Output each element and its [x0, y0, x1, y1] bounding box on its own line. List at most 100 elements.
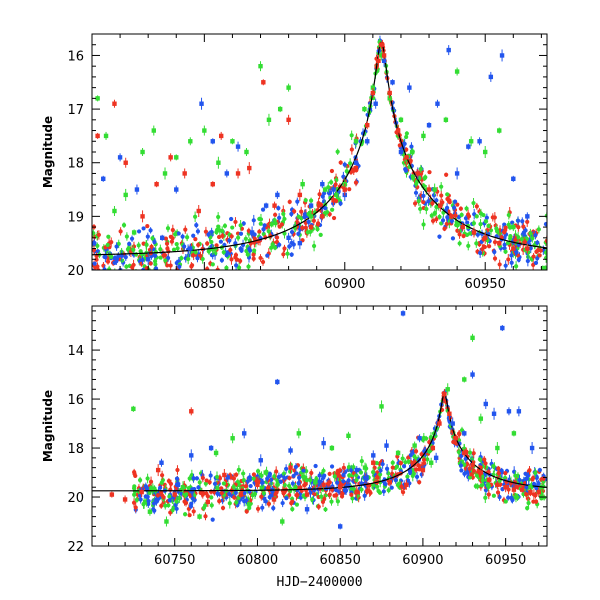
cloud-point [340, 491, 345, 496]
cloud-point [377, 472, 383, 477]
green-point [123, 192, 128, 198]
cloud-point [132, 484, 137, 489]
cloud-point [227, 501, 232, 506]
cloud-point [191, 233, 196, 238]
cloud-point [177, 495, 182, 501]
cloud-point [280, 500, 285, 506]
cloud-point [200, 256, 205, 262]
green-point [131, 406, 136, 412]
blue-point [450, 421, 455, 426]
cloud-point [430, 218, 436, 223]
cloud-point [455, 223, 460, 228]
red-point [218, 133, 224, 139]
cloud-point [158, 255, 163, 260]
cloud-point [444, 205, 450, 210]
cloud-point [244, 509, 249, 514]
red-point [519, 487, 525, 492]
cloud-point [289, 240, 294, 246]
cloud-point [174, 499, 179, 504]
cloud-point [174, 260, 179, 266]
model-curve [92, 41, 547, 256]
cloud-point [250, 493, 255, 498]
cloud-point [170, 507, 175, 512]
cloud-point [338, 160, 343, 165]
cloud-point [152, 239, 157, 245]
cloud-point [414, 474, 420, 479]
cloud-point [159, 503, 164, 508]
cloud-point [210, 252, 215, 258]
cloud-point [143, 494, 148, 499]
cloud-point [474, 473, 480, 478]
blue-point [321, 440, 326, 446]
cloud-point [417, 480, 422, 485]
cloud-point [252, 248, 257, 253]
cloud-point [123, 280, 127, 284]
cloud-point [416, 198, 421, 204]
cloud-point [475, 232, 480, 237]
green-point [213, 450, 219, 456]
blue-point [499, 53, 505, 58]
cloud-point [209, 503, 214, 508]
cloud-point [153, 497, 159, 502]
cloud-point [294, 502, 300, 507]
cloud-point [334, 493, 339, 498]
red-point [272, 203, 277, 208]
cloud-point [151, 501, 157, 506]
cloud-point [335, 499, 341, 504]
cloud-point [234, 500, 239, 505]
cloud-point [459, 212, 464, 217]
red-point [247, 165, 252, 171]
blue-point [134, 187, 140, 192]
cloud-point [219, 490, 224, 496]
cloud-point [442, 226, 447, 231]
red-point [140, 214, 145, 219]
blue-point [242, 431, 247, 436]
green-point [497, 128, 502, 133]
cloud-point [127, 241, 132, 246]
cloud-point [158, 247, 163, 252]
cloud-point [465, 212, 471, 217]
blue-point [435, 101, 440, 106]
cloud-point [258, 255, 263, 261]
cloud-point [467, 466, 472, 471]
cloud-point [140, 257, 145, 263]
cloud-point [471, 451, 476, 456]
green-point [428, 460, 434, 465]
blue-point [235, 144, 241, 149]
cloud-point [349, 492, 354, 497]
cloud-point [203, 481, 208, 486]
cloud-point [170, 227, 175, 233]
cloud-point [169, 272, 173, 276]
cloud-point [349, 133, 354, 138]
cloud-point [531, 254, 536, 259]
cloud-point [400, 490, 406, 495]
cloud-point [265, 253, 270, 258]
cloud-point [96, 232, 101, 238]
cloud-point [198, 253, 203, 259]
cloud-point [390, 465, 395, 470]
y-tick-label: 19 [67, 210, 84, 225]
cloud-point [413, 467, 419, 472]
cloud-point [348, 161, 353, 166]
cloud-point [290, 481, 295, 486]
cloud-point [478, 222, 483, 227]
green-point [180, 485, 186, 490]
blue-point [470, 372, 475, 377]
cloud-point [124, 264, 129, 269]
cloud-point [434, 204, 439, 210]
red-point [470, 462, 475, 468]
cloud-point [190, 496, 195, 501]
cloud-point [457, 431, 462, 436]
cloud-point [176, 231, 181, 236]
cloud-point [458, 463, 464, 468]
cloud-point [413, 190, 419, 195]
cloud-point [471, 200, 476, 206]
cloud-point [167, 498, 172, 503]
cloud-point [233, 219, 238, 225]
green-point [362, 106, 367, 112]
red-point [271, 497, 277, 502]
cloud-point [537, 467, 542, 473]
cloud-point [349, 468, 354, 473]
cloud-point [236, 265, 242, 270]
blue-point [381, 58, 387, 64]
